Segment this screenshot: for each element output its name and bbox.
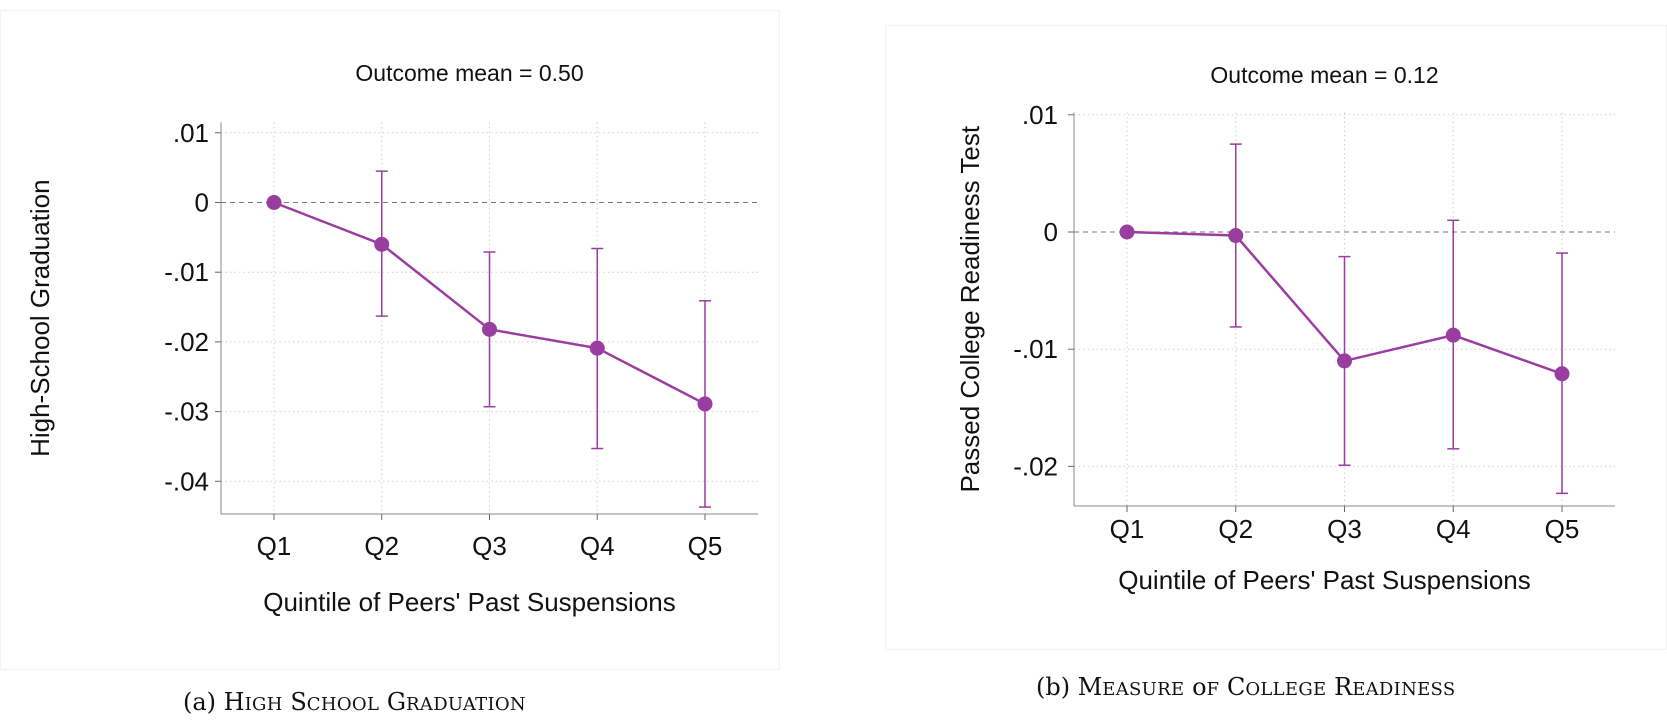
caption-b: (b) MEASURE oF COLLEGE READINESS bbox=[1036, 673, 1456, 701]
y-tick-label: -.02 bbox=[164, 327, 209, 357]
caption-word: COLLEGE bbox=[1226, 673, 1327, 701]
y-tick-label: 0 bbox=[1044, 217, 1058, 247]
caption-word: HIGH bbox=[223, 688, 283, 716]
x-tick-label: Q3 bbox=[1327, 514, 1362, 544]
data-point bbox=[374, 236, 390, 252]
x-axis-label: Quintile of Peers' Past Suspensions bbox=[263, 587, 676, 617]
x-tick-label: Q4 bbox=[580, 531, 615, 561]
caption-prefix: (b) bbox=[1036, 673, 1078, 701]
caption-word: SCHOOL bbox=[290, 688, 380, 716]
x-tick-label: Q4 bbox=[1436, 514, 1471, 544]
y-axis-label: Passed College Readiness Test bbox=[955, 125, 985, 492]
data-point bbox=[1445, 327, 1461, 343]
data-point bbox=[1228, 228, 1244, 244]
data-point bbox=[1554, 366, 1570, 382]
x-axis-label: Quintile of Peers' Past Suspensions bbox=[1118, 565, 1531, 595]
x-tick-label: Q5 bbox=[688, 531, 723, 561]
chart-title: Outcome mean = 0.12 bbox=[1210, 62, 1438, 88]
data-point bbox=[697, 396, 713, 412]
caption-word: GRADUATION bbox=[386, 688, 526, 716]
data-point bbox=[482, 321, 497, 337]
caption-word: READINESS bbox=[1334, 673, 1456, 701]
x-tick-label: Q1 bbox=[1110, 514, 1145, 544]
x-tick-label: Q3 bbox=[472, 531, 507, 561]
data-point bbox=[1119, 224, 1135, 240]
y-tick-label: .01 bbox=[173, 118, 209, 148]
y-tick-label: -.03 bbox=[164, 397, 209, 427]
caption-a: (a) HIGH SCHOOL GRADUATION bbox=[183, 688, 526, 716]
y-tick-label: -.02 bbox=[1013, 451, 1058, 481]
x-tick-label: Q1 bbox=[257, 531, 292, 561]
data-point bbox=[1337, 353, 1352, 369]
y-tick-label: -.01 bbox=[164, 257, 209, 287]
y-tick-label: -.04 bbox=[164, 466, 209, 496]
caption-word: MEASURE bbox=[1077, 673, 1185, 701]
x-tick-label: Q2 bbox=[364, 531, 399, 561]
chart-high-school-graduation: .01 0 -.01 -.02 -.03 -.04 Q1 Q2 Q3 Q4 Q5 Outcome me… bbox=[25, 60, 758, 617]
y-tick-label: .01 bbox=[1022, 100, 1058, 130]
y-axis-label: High-School Graduation bbox=[25, 179, 55, 457]
y-tick-label: 0 bbox=[195, 188, 209, 218]
caption-word: oF bbox=[1192, 673, 1220, 701]
caption-prefix: (a) bbox=[183, 688, 224, 716]
data-point bbox=[266, 195, 282, 210]
x-tick-label: Q2 bbox=[1218, 514, 1253, 544]
panel-a: .01 0 -.01 -.02 -.03 -.04 Q1 Q2 Q3 Q4 Q5 Outcome me… bbox=[0, 10, 780, 670]
x-tick-label: Q5 bbox=[1545, 514, 1580, 544]
chart-college-readiness: .01 0 -.01 -.02 Q1 Q2 Q3 Q4 Q5 Outcome mean = 0.1… bbox=[955, 62, 1615, 595]
data-point bbox=[589, 340, 605, 356]
chart-title: Outcome mean = 0.50 bbox=[355, 60, 583, 86]
y-tick-label: -.01 bbox=[1013, 334, 1058, 364]
panel-b: .01 0 -.01 -.02 Q1 Q2 Q3 Q4 Q5 Outcome mean = 0.1… bbox=[885, 25, 1667, 650]
